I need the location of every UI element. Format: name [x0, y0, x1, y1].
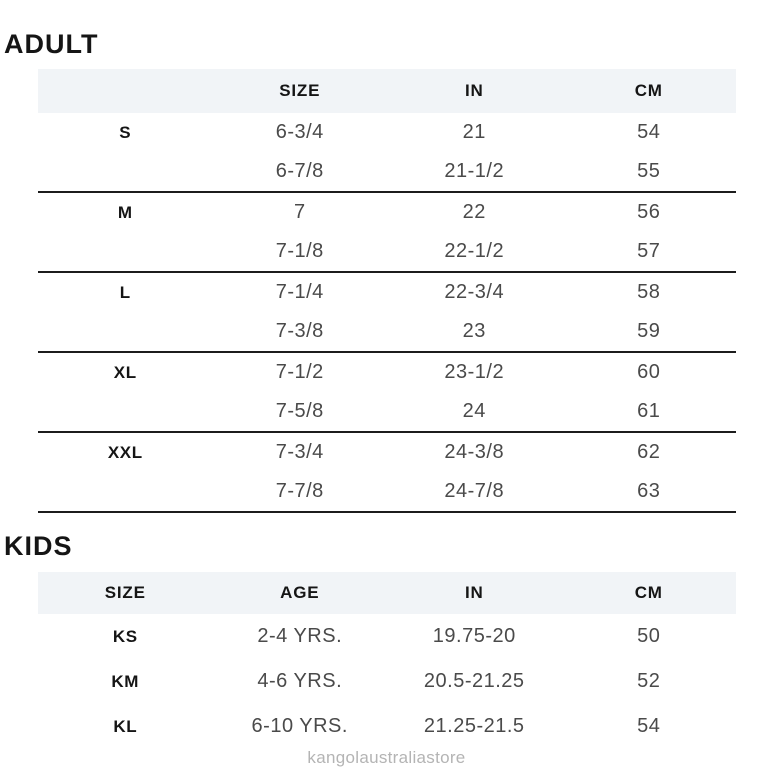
col-size: 7-3/4 [275, 441, 324, 463]
col-cm: 57 [637, 240, 661, 262]
col-cm: 63 [637, 480, 661, 502]
col-label: M [117, 202, 133, 222]
adult-section: ADULT SIZE IN CM S 6-3/4 21 54 6-7/8 [4, 29, 736, 513]
adult-group-s: S 6-3/4 21 54 6-7/8 21-1/2 55 [38, 113, 736, 193]
col-cm: 54 [637, 121, 661, 143]
col-size: KS [112, 626, 138, 646]
adult-group-m: M 7 22 56 7-1/8 22-1/2 57 [38, 193, 736, 273]
col-cm: 60 [637, 361, 661, 383]
col-label: L [119, 282, 131, 302]
col-label: XL [113, 362, 137, 382]
col-size: 7-7/8 [275, 480, 324, 502]
col-label: S [119, 122, 132, 142]
adult-header-in: IN [464, 81, 484, 100]
col-cm: 59 [637, 320, 661, 342]
table-row: 7-7/8 24-7/8 63 [38, 472, 736, 511]
col-in: 24 [462, 400, 486, 422]
adult-header-size: SIZE [279, 81, 321, 100]
col-in: 20.5-21.25 [423, 670, 525, 692]
watermark: kangolaustraliastore [307, 748, 466, 767]
kids-header-in: IN [464, 583, 484, 602]
kids-header-cm: CM [634, 583, 663, 602]
col-size: KL [113, 716, 138, 736]
kids-table: SIZE AGE IN CM KS 2-4 YRS. 19.75-20 50 K… [38, 572, 736, 749]
adult-group-xl: XL 7-1/2 23-1/2 60 7-5/8 24 61 [38, 353, 736, 433]
table-row: KM 4-6 YRS. 20.5-21.25 52 [38, 659, 736, 704]
col-size: 7-1/4 [275, 281, 324, 303]
table-row: M 7 22 56 [38, 193, 736, 232]
col-in: 24-3/8 [444, 441, 505, 463]
col-cm: 52 [637, 670, 661, 692]
col-in: 22-3/4 [444, 281, 505, 303]
col-size: 7-5/8 [275, 400, 324, 422]
col-in: 21.25-21.5 [423, 715, 525, 737]
table-row: 7-3/8 23 59 [38, 312, 736, 351]
adult-header-row: SIZE IN CM [38, 69, 736, 113]
table-row: L 7-1/4 22-3/4 58 [38, 273, 736, 312]
col-in: 21 [462, 121, 486, 143]
adult-group-xxl: XXL 7-3/4 24-3/8 62 7-7/8 24-7/8 63 [38, 433, 736, 513]
adult-group-l: L 7-1/4 22-3/4 58 7-3/8 23 59 [38, 273, 736, 353]
col-cm: 55 [637, 160, 661, 182]
kids-header-size: SIZE [104, 583, 146, 602]
adult-header-cm: CM [634, 81, 663, 100]
col-in: 22-1/2 [444, 240, 505, 262]
kids-header-age: AGE [280, 583, 320, 602]
adult-section-title: ADULT [4, 29, 99, 59]
table-row: 7-5/8 24 61 [38, 392, 736, 431]
col-cm: 62 [637, 441, 661, 463]
table-row: KL 6-10 YRS. 21.25-21.5 54 [38, 704, 736, 749]
col-cm: 50 [637, 625, 661, 647]
kids-section: KIDS SIZE AGE IN CM KS 2-4 YRS. 19.75-20… [0, 513, 773, 749]
kids-header-row: SIZE AGE IN CM [38, 572, 736, 614]
col-label: XXL [107, 442, 143, 462]
kids-section-title: KIDS [4, 531, 73, 561]
col-size: 7-1/8 [275, 240, 324, 262]
col-size: 7-1/2 [275, 361, 324, 383]
adult-table: SIZE IN CM S 6-3/4 21 54 6-7/8 21-1/2 55 [38, 69, 736, 513]
table-row: KS 2-4 YRS. 19.75-20 50 [38, 614, 736, 659]
table-row: XXL 7-3/4 24-3/8 62 [38, 433, 736, 472]
col-cm: 54 [637, 715, 661, 737]
col-in: 23-1/2 [444, 361, 505, 383]
col-size: 7 [293, 201, 306, 223]
col-age: 6-10 YRS. [251, 715, 348, 737]
col-in: 24-7/8 [444, 480, 505, 502]
col-size: 7-3/8 [275, 320, 324, 342]
col-in: 19.75-20 [432, 625, 516, 647]
col-size: 6-7/8 [275, 160, 324, 182]
col-cm: 56 [637, 201, 661, 223]
col-age: 2-4 YRS. [257, 625, 343, 647]
col-age: 4-6 YRS. [257, 670, 343, 692]
col-in: 23 [462, 320, 486, 342]
col-size: KM [111, 671, 140, 691]
table-row: XL 7-1/2 23-1/2 60 [38, 353, 736, 392]
table-row: 7-1/8 22-1/2 57 [38, 232, 736, 271]
col-cm: 61 [637, 400, 661, 422]
col-size: 6-3/4 [275, 121, 324, 143]
col-in: 21-1/2 [444, 160, 505, 182]
col-in: 22 [462, 201, 486, 223]
col-cm: 58 [637, 281, 661, 303]
table-row: S 6-3/4 21 54 [38, 113, 736, 152]
table-row: 6-7/8 21-1/2 55 [38, 152, 736, 191]
